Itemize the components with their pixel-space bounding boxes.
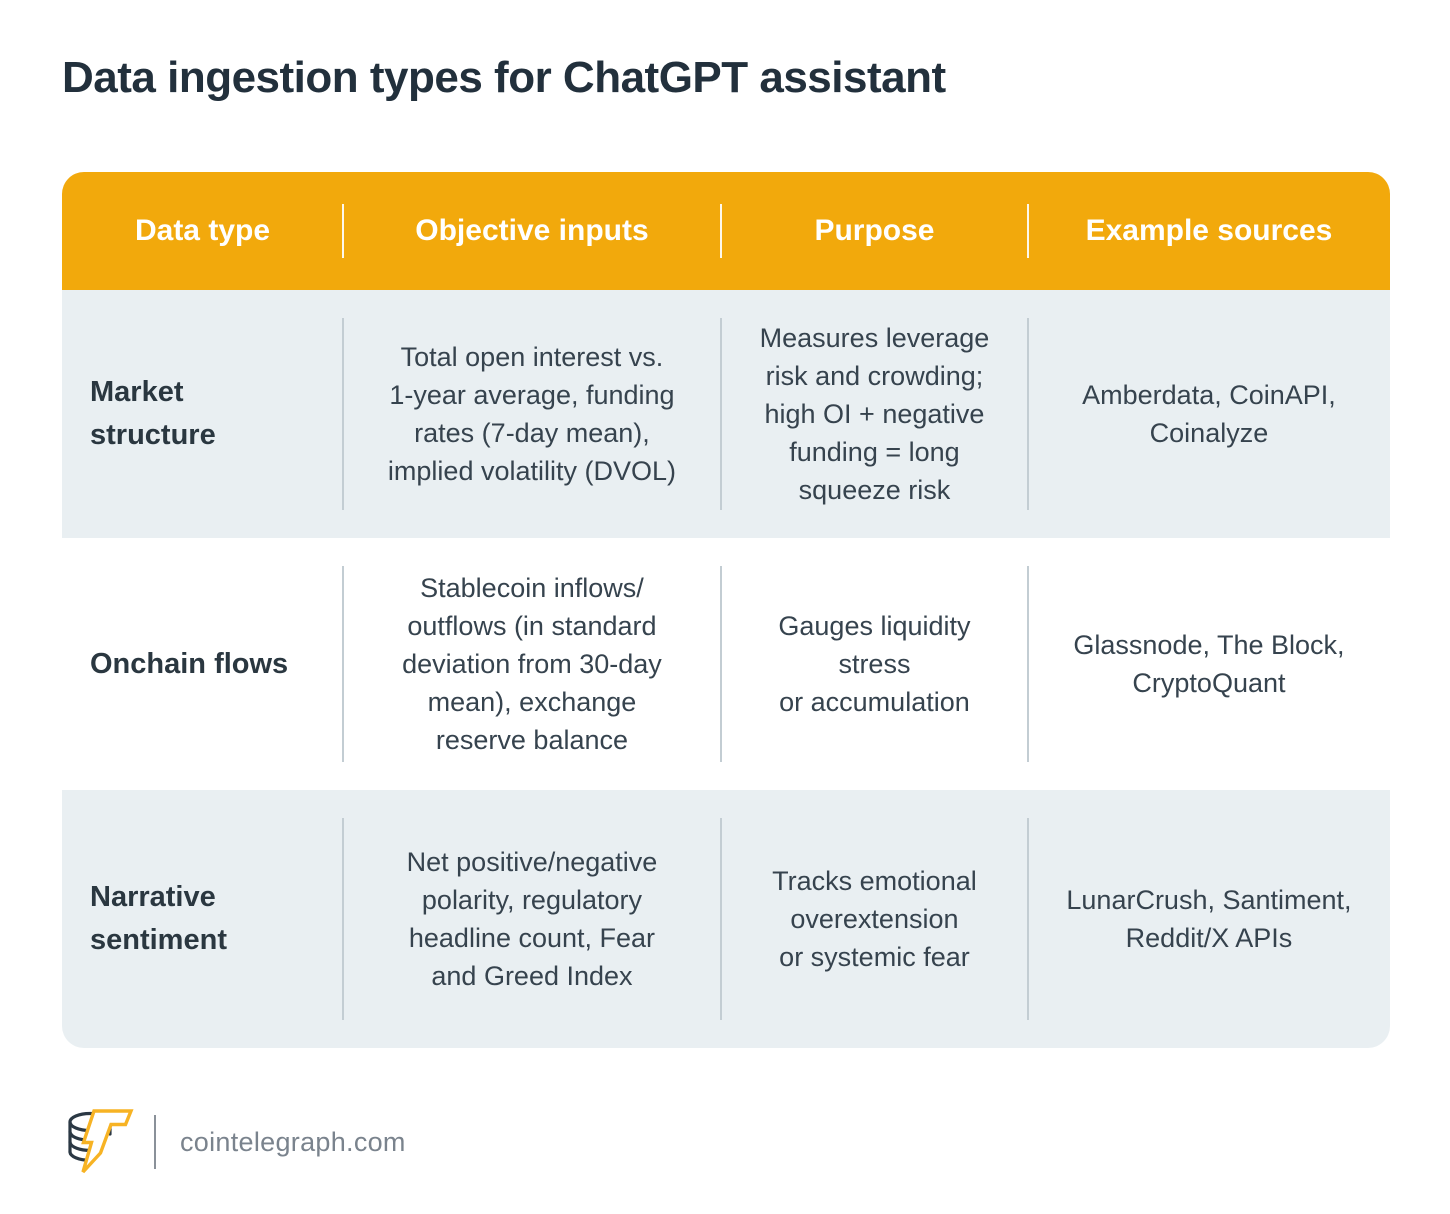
- footer-divider: [154, 1115, 156, 1169]
- cell-objective-inputs: Stablecoin inflows/ outflows (in standar…: [342, 538, 721, 790]
- cell-example-sources: LunarCrush, Santiment, Reddit/X APIs: [1026, 790, 1390, 1048]
- cell-objective-inputs: Total open interest vs. 1-year average, …: [342, 290, 721, 538]
- table-header-row: Data type Objective inputs Purpose Examp…: [62, 172, 1390, 290]
- column-header-example-sources: Example sources: [1026, 172, 1390, 290]
- cell-objective-inputs: Net positive/negative polarity, regulato…: [342, 790, 721, 1048]
- table-row-market-structure: Market structure Total open interest vs.…: [62, 290, 1390, 538]
- column-header-data-type: Data type: [134, 214, 271, 247]
- cell-data-type: Market structure: [90, 376, 216, 451]
- footer-brand: cointelegraph.com: [60, 1104, 406, 1180]
- column-header-purpose: Purpose: [719, 172, 1028, 290]
- page-title: Data ingestion types for ChatGPT assista…: [62, 53, 946, 102]
- cell-example-sources: Glassnode, The Block, CryptoQuant: [1026, 538, 1390, 790]
- data-ingestion-table: Data type Objective inputs Purpose Examp…: [62, 172, 1390, 1048]
- cell-purpose: Measures leverage risk and crowding; hig…: [719, 290, 1028, 538]
- cell-data-type: Narrative sentiment: [90, 881, 227, 956]
- footer-site-url: cointelegraph.com: [180, 1126, 406, 1157]
- column-header-objective-inputs: Objective inputs: [342, 172, 721, 290]
- cell-example-sources: Amberdata, CoinAPI, Coinalyze: [1026, 290, 1390, 538]
- cointelegraph-logo-icon: [68, 1109, 134, 1174]
- cell-purpose: Gauges liquidity stress or accumulation: [719, 538, 1028, 790]
- cell-data-type: Onchain flows: [90, 647, 289, 680]
- cell-purpose: Tracks emotional overextension or system…: [719, 790, 1028, 1048]
- table-row-onchain-flows: Onchain flows Stablecoin inflows/ outflo…: [62, 538, 1390, 790]
- table-row-narrative-sentiment: Narrative sentiment Net positive/negativ…: [62, 790, 1390, 1048]
